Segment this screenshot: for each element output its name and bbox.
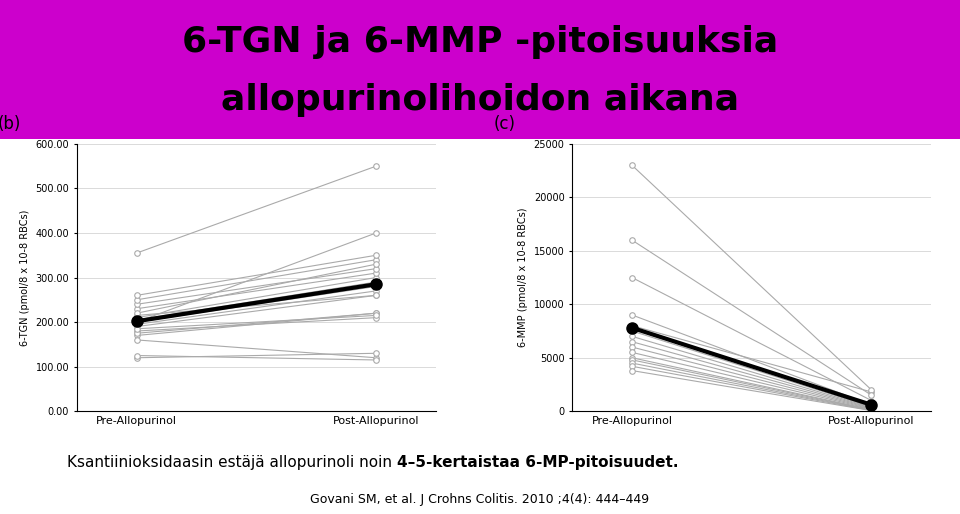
Text: (c): (c) [493,115,516,133]
Text: allopurinolihoidon aikana: allopurinolihoidon aikana [221,83,739,117]
Text: 4–5-kertaistaa 6-MP-pitoisuudet.: 4–5-kertaistaa 6-MP-pitoisuudet. [397,455,679,470]
Text: Ksantiinioksidaasin estäjä allopurinoli noin: Ksantiinioksidaasin estäjä allopurinoli … [67,455,397,470]
Y-axis label: 6-MMP (pmol/8 x 10-8 RBCs): 6-MMP (pmol/8 x 10-8 RBCs) [518,208,528,347]
Text: 6-TGN ja 6-MMP -pitoisuuksia: 6-TGN ja 6-MMP -pitoisuuksia [181,25,779,59]
Text: Govani SM, et al. J Crohns Colitis. 2010 ;4(4): 444–449: Govani SM, et al. J Crohns Colitis. 2010… [310,493,650,506]
Y-axis label: 6-TGN (pmol/8 x 10-8 RBCs): 6-TGN (pmol/8 x 10-8 RBCs) [20,209,30,346]
Text: (b): (b) [0,115,21,133]
